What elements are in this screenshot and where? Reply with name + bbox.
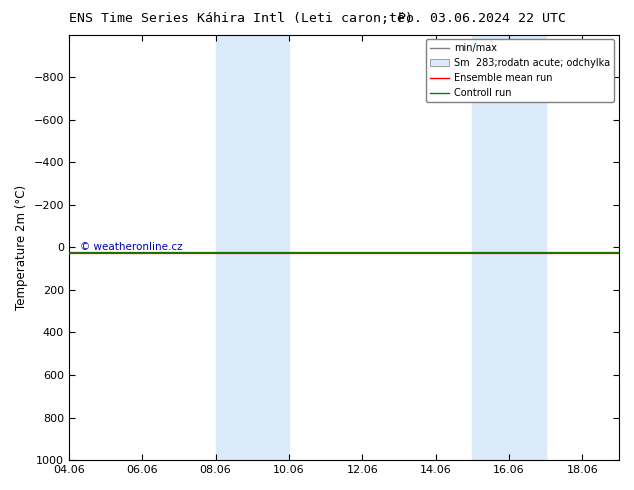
Text: © weatheronline.cz: © weatheronline.cz [80,242,183,251]
Y-axis label: Temperature 2m (°C): Temperature 2m (°C) [15,185,28,310]
Text: Po. 03.06.2024 22 UTC: Po. 03.06.2024 22 UTC [398,12,566,25]
Bar [472,35,546,460]
Bar [216,35,289,460]
Legend: min/max, Sm  283;rodatn acute; odchylka, Ensemble mean run, Controll run: min/max, Sm 283;rodatn acute; odchylka, … [426,40,614,102]
Text: ENS Time Series Káhira Intl (Leti caron;tě): ENS Time Series Káhira Intl (Leti caron;… [69,12,413,25]
